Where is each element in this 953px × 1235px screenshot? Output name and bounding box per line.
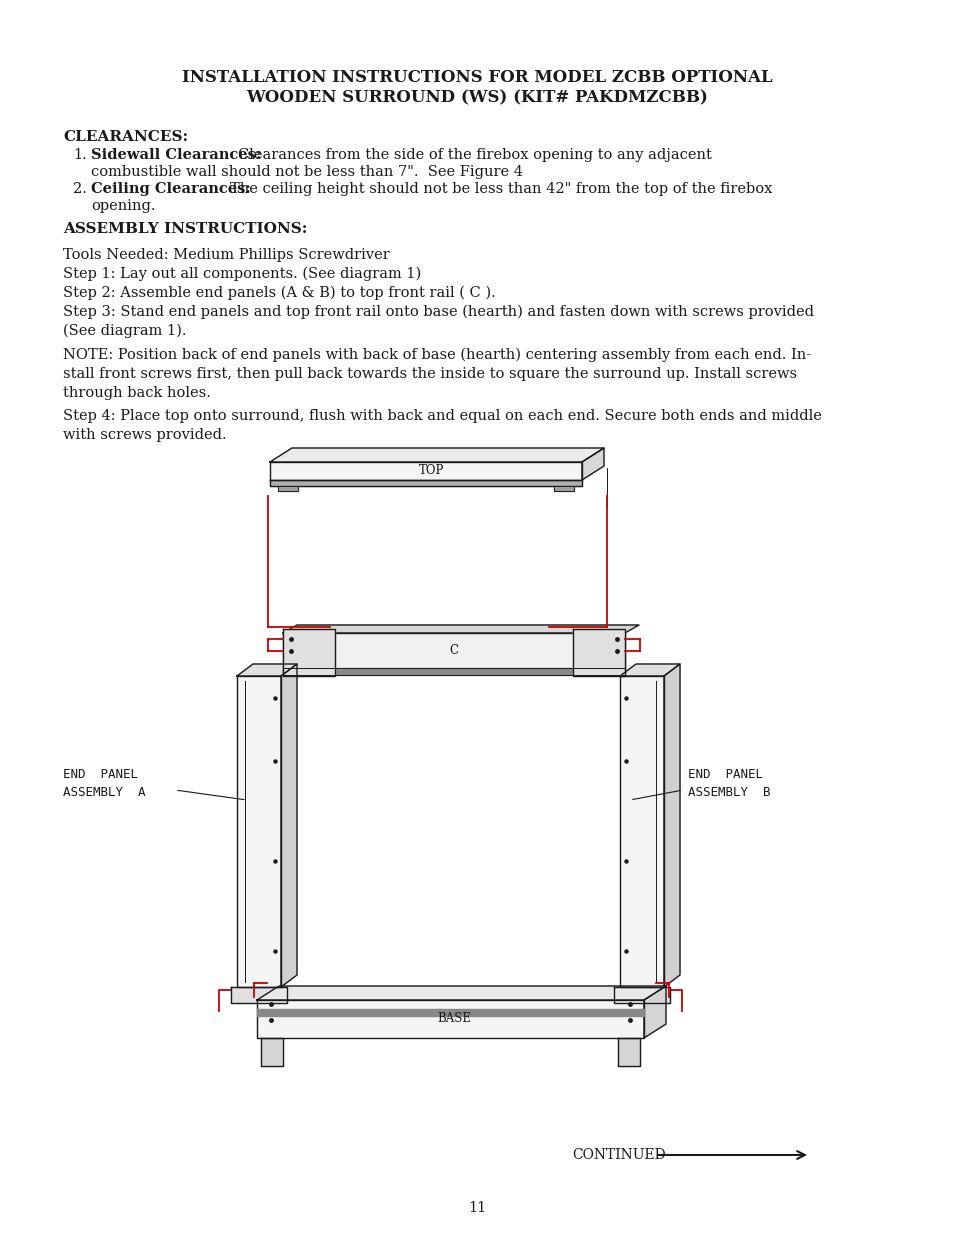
Text: Sidewall Clearances:: Sidewall Clearances:: [91, 148, 261, 162]
Polygon shape: [277, 487, 297, 492]
Polygon shape: [231, 987, 287, 1003]
Polygon shape: [256, 1009, 643, 1016]
Polygon shape: [283, 634, 624, 672]
Text: TOP: TOP: [419, 464, 444, 478]
Polygon shape: [554, 487, 574, 492]
Text: Step 1: Lay out all components. (See diagram 1): Step 1: Lay out all components. (See dia…: [63, 267, 421, 282]
Text: Tools Needed: Medium Phillips Screwdriver: Tools Needed: Medium Phillips Screwdrive…: [63, 248, 390, 262]
Text: 11: 11: [467, 1200, 486, 1215]
Text: through back holes.: through back holes.: [63, 387, 211, 400]
Text: C: C: [449, 643, 458, 657]
Text: 2.: 2.: [73, 182, 87, 196]
Text: opening.: opening.: [91, 199, 155, 212]
Text: with screws provided.: with screws provided.: [63, 429, 227, 442]
Text: Step 2: Assemble end panels (A & B) to top front rail ( C ).: Step 2: Assemble end panels (A & B) to t…: [63, 287, 496, 300]
Polygon shape: [283, 629, 335, 676]
Text: INSTALLATION INSTRUCTIONS FOR MODEL ZCBB OPTIONAL: INSTALLATION INSTRUCTIONS FOR MODEL ZCBB…: [181, 69, 772, 86]
Polygon shape: [619, 664, 679, 676]
Text: END  PANEL: END PANEL: [687, 768, 762, 782]
Polygon shape: [270, 448, 603, 462]
Text: CLEARANCES:: CLEARANCES:: [63, 130, 188, 144]
Text: ASSEMBLY INSTRUCTIONS:: ASSEMBLY INSTRUCTIONS:: [63, 222, 307, 236]
Text: BASE: BASE: [437, 1013, 471, 1025]
Text: stall front screws first, then pull back towards the inside to square the surrou: stall front screws first, then pull back…: [63, 367, 797, 382]
Text: Step 3: Stand end panels and top front rail onto base (hearth) and fasten down w: Step 3: Stand end panels and top front r…: [63, 305, 813, 320]
Text: END  PANEL: END PANEL: [63, 768, 138, 782]
Text: Ceiling Clearances:: Ceiling Clearances:: [91, 182, 251, 196]
Polygon shape: [618, 1037, 639, 1066]
Polygon shape: [663, 664, 679, 987]
Text: NOTE: Position back of end panels with back of base (hearth) centering assembly : NOTE: Position back of end panels with b…: [63, 348, 810, 362]
Polygon shape: [270, 462, 581, 480]
Text: The ceiling height should not be less than 42" from the top of the firebox: The ceiling height should not be less th…: [230, 182, 772, 196]
Text: Clearances from the side of the firebox opening to any adjacent: Clearances from the side of the firebox …: [237, 148, 711, 162]
Polygon shape: [256, 1000, 643, 1037]
Polygon shape: [236, 664, 296, 676]
Text: 1.: 1.: [73, 148, 87, 162]
Text: (See diagram 1).: (See diagram 1).: [63, 324, 186, 338]
Text: combustible wall should not be less than 7".  See Figure 4: combustible wall should not be less than…: [91, 165, 522, 179]
Polygon shape: [256, 986, 665, 1000]
Polygon shape: [573, 629, 624, 676]
Polygon shape: [581, 448, 603, 480]
Polygon shape: [261, 1037, 283, 1066]
Text: CONTINUED: CONTINUED: [572, 1149, 665, 1162]
Text: WOODEN SURROUND (WS) (KIT# PAKDMZCBB): WOODEN SURROUND (WS) (KIT# PAKDMZCBB): [246, 89, 707, 106]
Polygon shape: [283, 668, 624, 676]
Text: ASSEMBLY  A: ASSEMBLY A: [63, 787, 146, 799]
Polygon shape: [283, 625, 639, 634]
Polygon shape: [236, 676, 281, 987]
Polygon shape: [281, 664, 296, 987]
Polygon shape: [614, 987, 669, 1003]
Polygon shape: [619, 676, 663, 987]
Polygon shape: [270, 480, 581, 487]
Text: Step 4: Place top onto surround, flush with back and equal on each end. Secure b: Step 4: Place top onto surround, flush w…: [63, 409, 821, 424]
Polygon shape: [643, 986, 665, 1037]
Text: ASSEMBLY  B: ASSEMBLY B: [687, 787, 770, 799]
